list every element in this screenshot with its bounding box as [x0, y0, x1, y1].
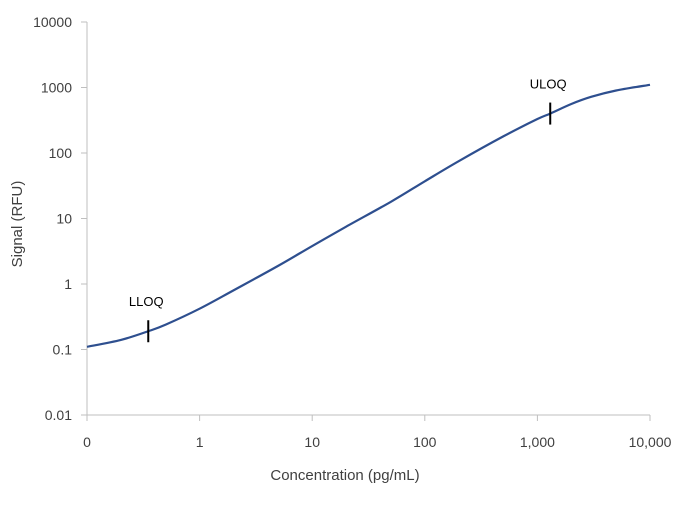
y-tick-label: 10000	[33, 14, 72, 30]
x-tick-label: 100	[413, 434, 437, 450]
y-axis-title: Signal (RFU)	[9, 181, 26, 268]
x-tick-label: 0	[83, 434, 91, 450]
y-tick-label: 100	[49, 145, 73, 161]
lloq-label: LLOQ	[129, 294, 164, 309]
x-ticks: 0 1 10 100 1,000 10,000	[83, 415, 672, 450]
y-tick-label: 1	[64, 276, 72, 292]
x-axis-title: Concentration (pg/mL)	[270, 467, 419, 484]
x-tick-label: 10	[304, 434, 320, 450]
y-tick-label: 10	[56, 211, 72, 227]
y-tick-label: 1000	[41, 80, 72, 96]
y-tick-label: 0.1	[53, 342, 73, 358]
x-tick-label: 1	[196, 434, 204, 450]
y-ticks: 10000 1000 100 10 1 0.1 0.01	[33, 14, 87, 423]
annotations: LLOQ ULOQ	[129, 77, 567, 343]
uloq-label: ULOQ	[530, 77, 567, 92]
x-tick-label: 10,000	[629, 434, 672, 450]
y-tick-label: 0.01	[45, 407, 72, 423]
signal-curve-line	[86, 83, 651, 348]
x-tick-label: 1,000	[520, 434, 555, 450]
